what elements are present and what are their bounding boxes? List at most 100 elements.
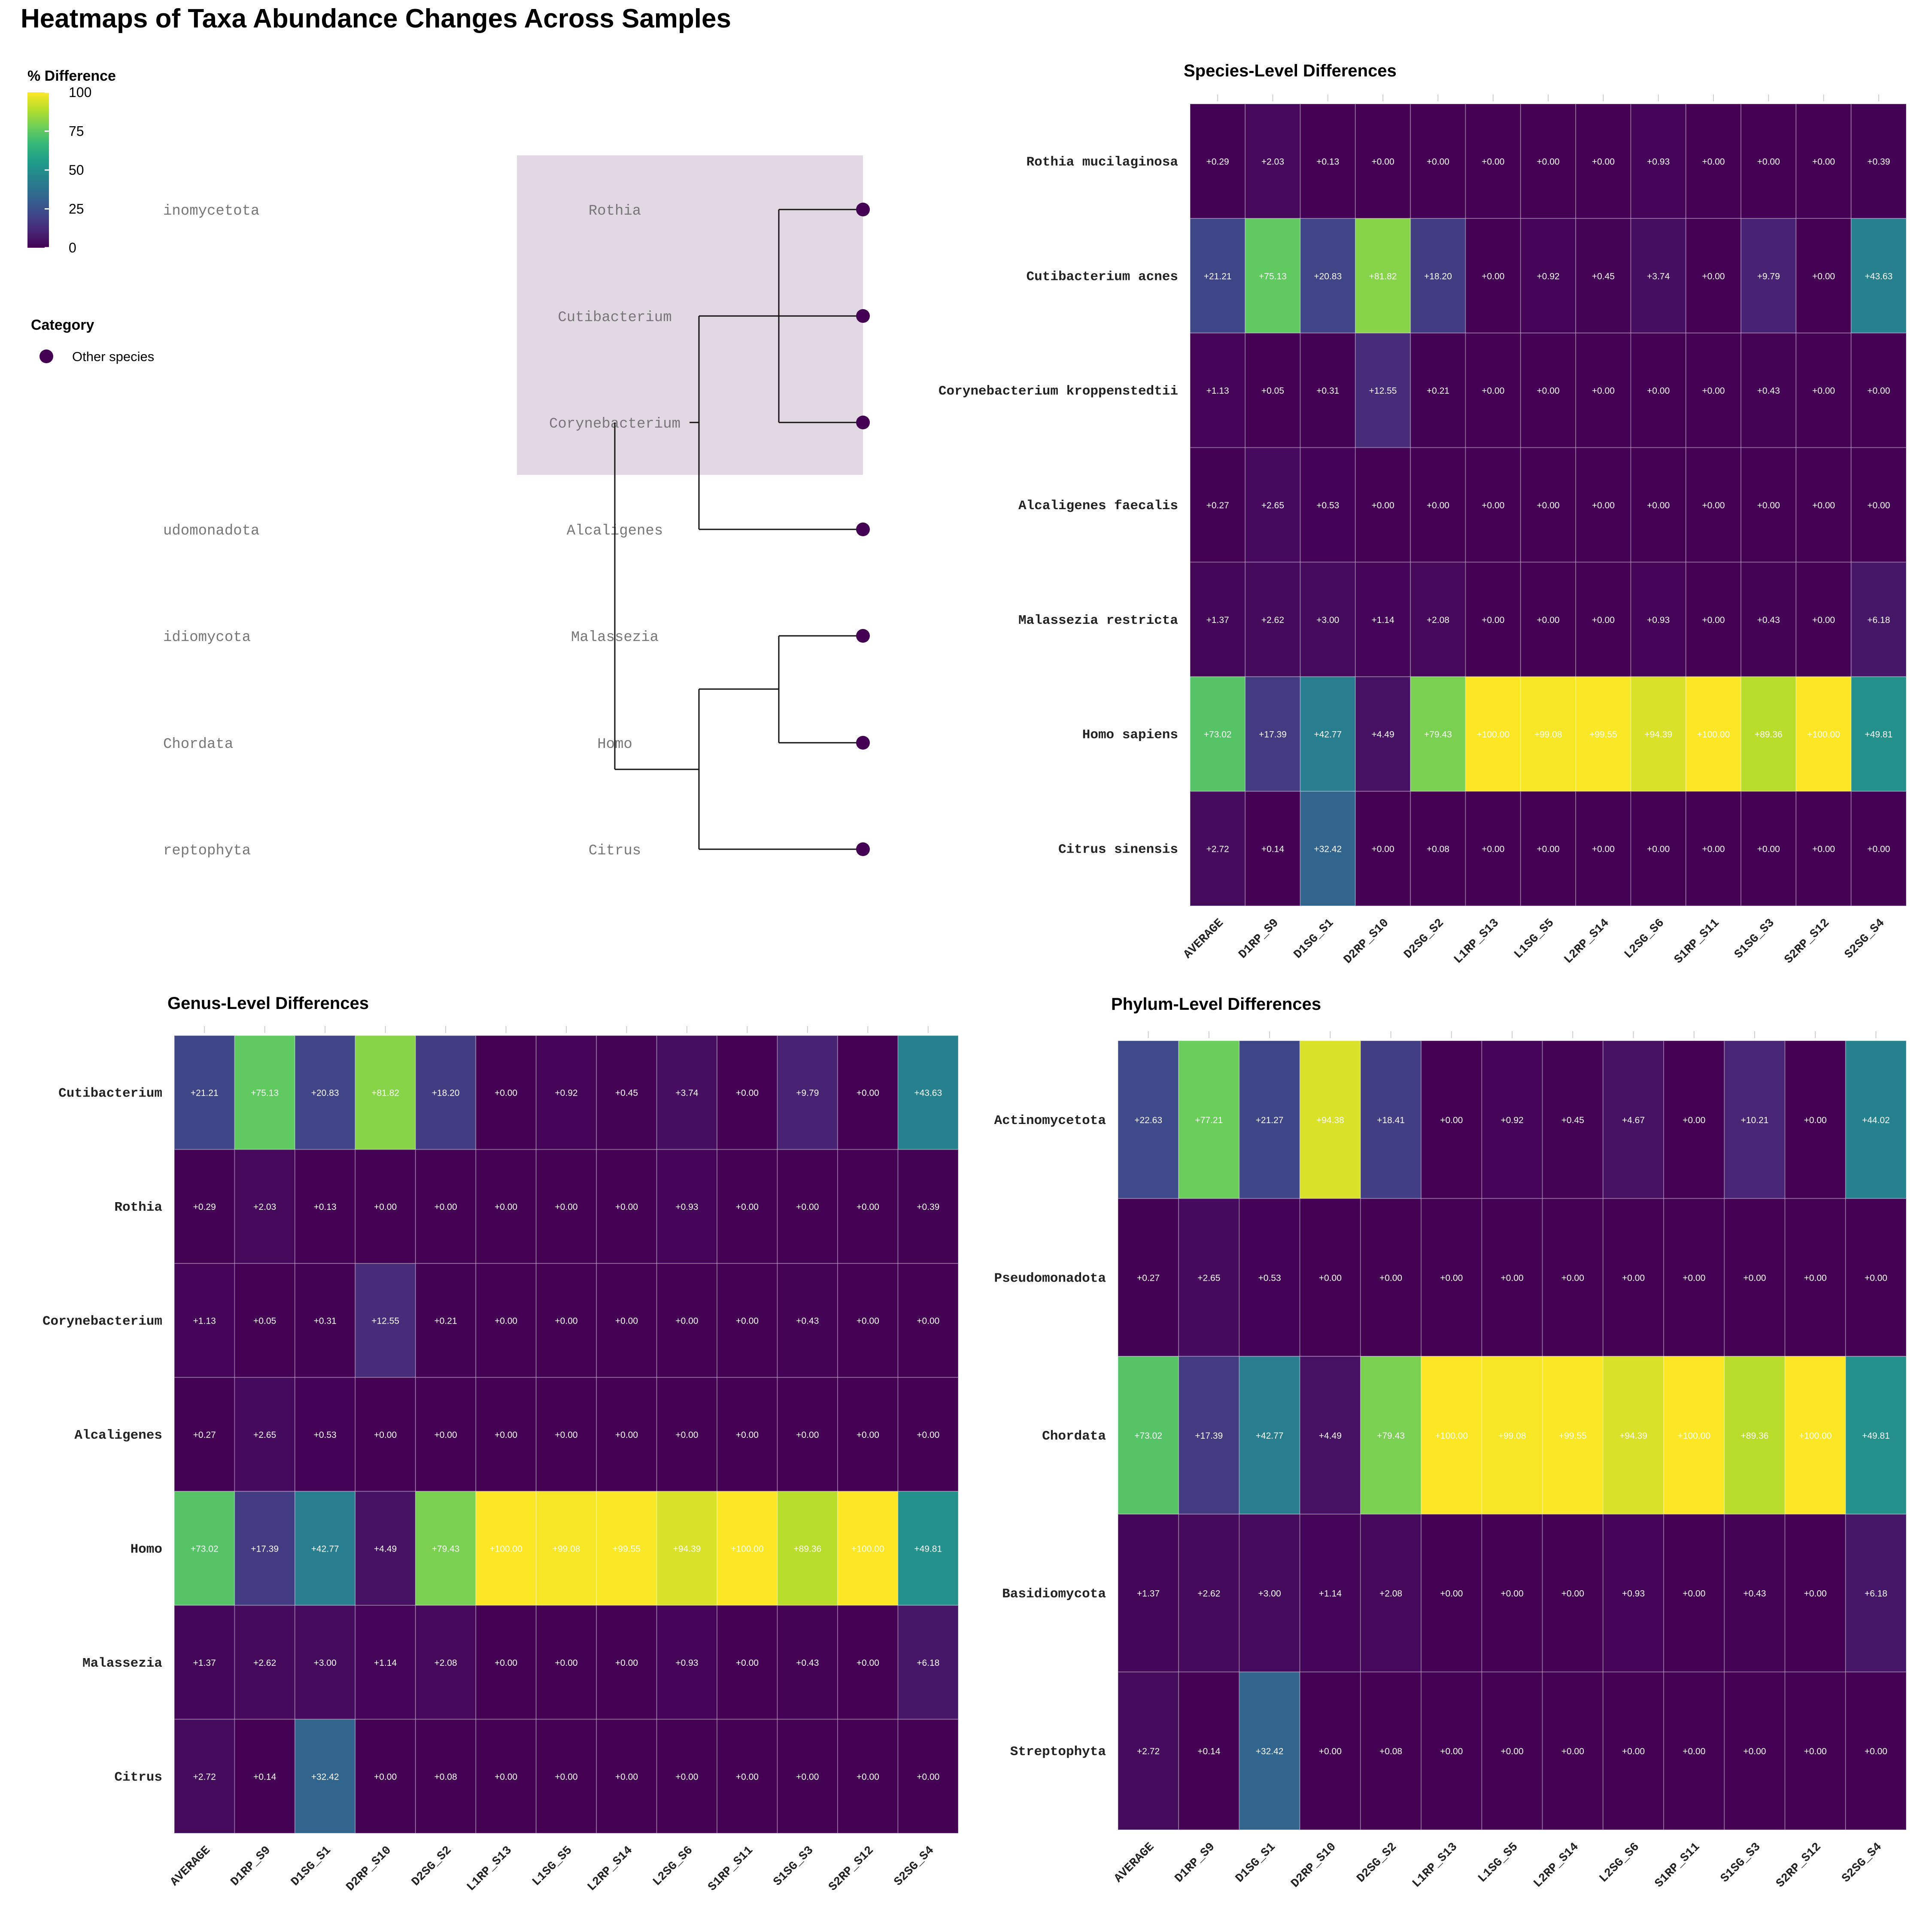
cell-value-label: +99.55 xyxy=(1589,730,1617,740)
cell-value-label: +0.00 xyxy=(1683,1747,1705,1756)
heatmap-cell xyxy=(897,1719,959,1834)
heatmap-cell xyxy=(837,1605,899,1720)
cell-value-label: +3.00 xyxy=(1316,615,1339,625)
heatmap-cell xyxy=(415,1377,477,1492)
heatmap-cell xyxy=(1575,332,1631,448)
cell-value-label: +2.03 xyxy=(1261,157,1284,167)
heatmap-cell xyxy=(1795,791,1852,906)
heatmap-cell xyxy=(717,1719,778,1834)
tree-genus-label: Cutibacterium xyxy=(558,310,671,326)
heatmap-cell xyxy=(1465,447,1521,563)
cell-value-label: +100.00 xyxy=(1697,730,1730,740)
heatmap-cell xyxy=(1741,791,1797,906)
heatmap-cell xyxy=(1465,103,1521,219)
cell-value-label: +2.62 xyxy=(1261,615,1284,625)
heatmap-cell xyxy=(717,1263,778,1378)
heatmap-cell xyxy=(1410,562,1466,677)
column-label: L1SG_S5 xyxy=(530,1844,575,1889)
cell-value-label: +0.93 xyxy=(1647,157,1670,167)
colorbar-tick-label: 75 xyxy=(69,124,84,139)
tree-tip-point xyxy=(856,736,870,750)
category-swatch xyxy=(39,349,53,363)
heatmap-cell xyxy=(596,1719,657,1834)
heatmap-cell xyxy=(1850,218,1907,334)
cell-value-label: +12.55 xyxy=(371,1316,399,1326)
cell-value-label: +1.13 xyxy=(1206,386,1229,396)
cell-value-label: +0.00 xyxy=(1757,844,1780,854)
cell-value-label: +49.81 xyxy=(1862,1431,1890,1441)
cell-value-label: +0.29 xyxy=(193,1202,216,1212)
heatmap-cell xyxy=(1299,1671,1361,1830)
heatmap-cell xyxy=(1190,103,1246,219)
heatmap-cell xyxy=(1663,1040,1725,1199)
heatmap-cell xyxy=(717,1377,778,1492)
heatmap-cell xyxy=(1355,791,1411,906)
cell-value-label: +0.00 xyxy=(1812,386,1835,396)
heatmap-cell xyxy=(1190,562,1246,677)
cell-value-label: +0.05 xyxy=(253,1316,276,1326)
column-label: S2SG_S4 xyxy=(1842,916,1887,961)
heatmap-cell xyxy=(535,1491,597,1606)
heatmap-cell xyxy=(234,1491,295,1606)
cell-value-label: +0.00 xyxy=(736,1430,759,1440)
heatmap-cell xyxy=(1245,447,1301,563)
heatmap-cell xyxy=(234,1263,295,1378)
cell-value-label: +0.00 xyxy=(1757,501,1780,510)
heatmap-cell xyxy=(1542,1513,1604,1673)
colorbar-tick-label: 25 xyxy=(69,201,84,217)
tree-tip-point xyxy=(856,842,870,856)
heatmap-cell xyxy=(1520,332,1577,448)
heatmap-cell xyxy=(1410,791,1466,906)
heatmap-cell xyxy=(1784,1040,1846,1199)
category-legend-title: Category xyxy=(31,317,94,333)
column-label: L2RP_S14 xyxy=(585,1844,635,1894)
cell-value-label: +0.00 xyxy=(1379,1273,1402,1283)
cell-value-label: +0.27 xyxy=(1206,501,1229,510)
cell-value-label: +17.39 xyxy=(1195,1431,1223,1441)
heatmap-cell xyxy=(1299,1198,1361,1357)
heatmap-cell xyxy=(1741,676,1797,792)
cell-value-label: +0.00 xyxy=(555,1430,577,1440)
cell-value-label: +20.83 xyxy=(1314,271,1342,281)
cell-value-label: +0.00 xyxy=(1683,1115,1705,1125)
heatmap-cell xyxy=(355,1035,416,1150)
cell-value-label: +0.00 xyxy=(1482,386,1504,396)
row-label: Chordata xyxy=(1042,1429,1106,1444)
heatmap-cell xyxy=(1299,1040,1361,1199)
row-label: Basidiomycota xyxy=(1002,1587,1106,1602)
heatmap-cell xyxy=(1410,218,1466,334)
heatmap-cell xyxy=(777,1377,838,1492)
cell-value-label: +4.49 xyxy=(374,1544,397,1554)
cell-value-label: +2.62 xyxy=(253,1658,276,1668)
cell-value-label: +100.00 xyxy=(1807,730,1840,740)
cell-value-label: +0.00 xyxy=(1592,157,1615,167)
main-title: Heatmaps of Taxa Abundance Changes Acros… xyxy=(21,4,731,33)
column-label: L2RP_S14 xyxy=(1562,916,1612,966)
tree-genus-label: Rothia xyxy=(589,203,641,219)
heatmap-cell xyxy=(1355,103,1411,219)
cell-value-label: +0.00 xyxy=(1702,271,1725,281)
column-label: S1RP_S11 xyxy=(1672,916,1722,966)
row-label: Alcaligenes faecalis xyxy=(1018,498,1178,513)
heatmap-cell xyxy=(174,1491,235,1606)
cell-value-label: +21.21 xyxy=(191,1088,219,1098)
heatmap-cell xyxy=(1850,447,1907,563)
cell-value-label: +0.00 xyxy=(615,1430,638,1440)
heatmap-cell xyxy=(1190,791,1246,906)
heatmap-cell xyxy=(1542,1356,1604,1515)
heatmap-cell xyxy=(234,1377,295,1492)
cell-value-label: +0.45 xyxy=(615,1088,638,1098)
cell-value-label: +0.93 xyxy=(1622,1589,1645,1599)
heatmap-cell xyxy=(1421,1671,1482,1830)
heatmap-cell xyxy=(777,1491,838,1606)
heatmap-cell xyxy=(174,1035,235,1150)
colorbar-title: % Difference xyxy=(27,68,116,84)
cell-value-label: +0.00 xyxy=(1622,1273,1645,1283)
cell-value-label: +43.63 xyxy=(914,1088,942,1098)
cell-value-label: +0.00 xyxy=(1812,615,1835,625)
cell-value-label: +81.82 xyxy=(371,1088,399,1098)
cell-value-label: +0.13 xyxy=(314,1202,337,1212)
cell-value-label: +0.00 xyxy=(796,1202,819,1212)
column-label: L1RP_S13 xyxy=(1410,1840,1460,1890)
cell-value-label: +32.42 xyxy=(1256,1747,1284,1756)
